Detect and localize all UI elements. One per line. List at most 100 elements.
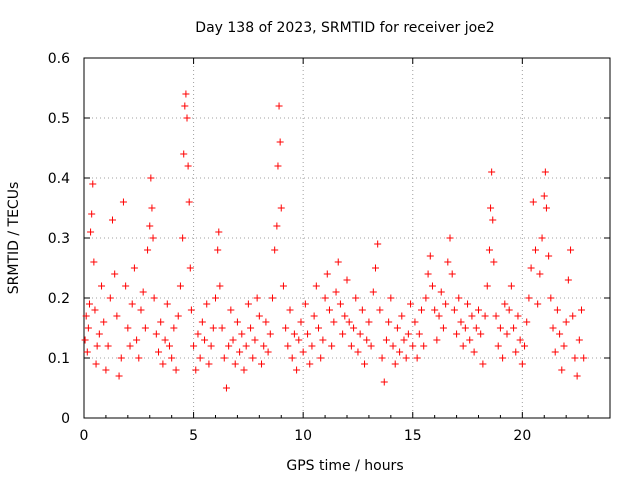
data-point [562,318,570,326]
data-point [356,330,364,338]
data-point [192,366,200,374]
x-tick-label: 5 [189,428,198,444]
data-point [100,318,108,326]
data-point [433,336,441,344]
data-point [130,264,138,272]
data-point [496,324,504,332]
data-point [492,312,500,320]
data-point [315,324,323,332]
data-point [580,354,588,362]
data-point [485,246,493,254]
data-point [238,330,246,338]
data-point [547,294,555,302]
data-point [159,360,167,368]
data-point [477,330,485,338]
data-point [376,306,384,314]
data-point [525,294,533,302]
data-point [148,204,156,212]
data-point [352,294,360,302]
data-point [540,192,548,200]
data-point [426,252,434,260]
data-point [147,174,155,182]
data-point [564,276,572,284]
y-tick-label: 0 [61,411,70,427]
data-point [196,354,204,362]
data-point [393,324,401,332]
data-point [378,354,386,362]
data-point [435,312,443,320]
data-point [507,282,515,290]
data-point [182,90,190,98]
data-point [176,282,184,290]
data-point [361,360,369,368]
data-point [455,294,463,302]
chart-title: Day 138 of 2023, SRMTID for receiver joe… [195,20,494,36]
data-point [184,162,192,170]
data-point [276,138,284,146]
data-point [431,306,439,314]
data-point [229,336,237,344]
data-point [82,312,90,320]
data-point [190,342,198,350]
data-point [488,168,496,176]
data-point [249,354,257,362]
data-point [137,306,145,314]
data-point [382,336,390,344]
data-point [531,246,539,254]
data-point [181,102,189,110]
data-point [216,282,224,290]
data-point [293,366,301,374]
data-point [407,300,415,308]
data-point [172,366,180,374]
data-point [578,306,586,314]
data-point [567,246,575,254]
data-point [334,258,342,266]
data-point [262,318,270,326]
data-point [538,234,546,242]
data-point [573,372,581,380]
data-point [336,300,344,308]
data-point [479,360,487,368]
data-point [330,318,338,326]
data-point [354,348,362,356]
data-point [470,348,478,356]
data-point [126,342,134,350]
data-point [119,198,127,206]
data-point [516,336,524,344]
data-point [183,114,191,122]
data-point [233,318,241,326]
data-point [343,276,351,284]
data-point [146,222,154,230]
data-point [135,354,143,362]
data-point [545,252,553,260]
data-point [253,294,261,302]
data-point [483,282,491,290]
data-point [387,294,395,302]
data-point [144,246,152,254]
data-point [367,342,375,350]
data-point [365,318,373,326]
data-point [152,330,160,338]
data-point [341,312,349,320]
data-point [295,336,303,344]
x-axis-label: GPS time / hours [286,458,403,474]
data-point [90,258,98,266]
data-point [185,198,193,206]
data-point [268,294,276,302]
data-point [490,258,498,266]
data-point [306,360,314,368]
data-point [450,306,458,314]
data-point [174,312,182,320]
data-point [442,300,450,308]
data-point [92,360,100,368]
data-point [205,360,213,368]
data-point [273,222,281,230]
data-point [521,342,529,350]
data-point [310,312,318,320]
data-point [102,366,110,374]
data-point [398,312,406,320]
data-point [83,348,91,356]
data-point [529,198,537,206]
data-point [489,216,497,224]
data-point [553,306,561,314]
